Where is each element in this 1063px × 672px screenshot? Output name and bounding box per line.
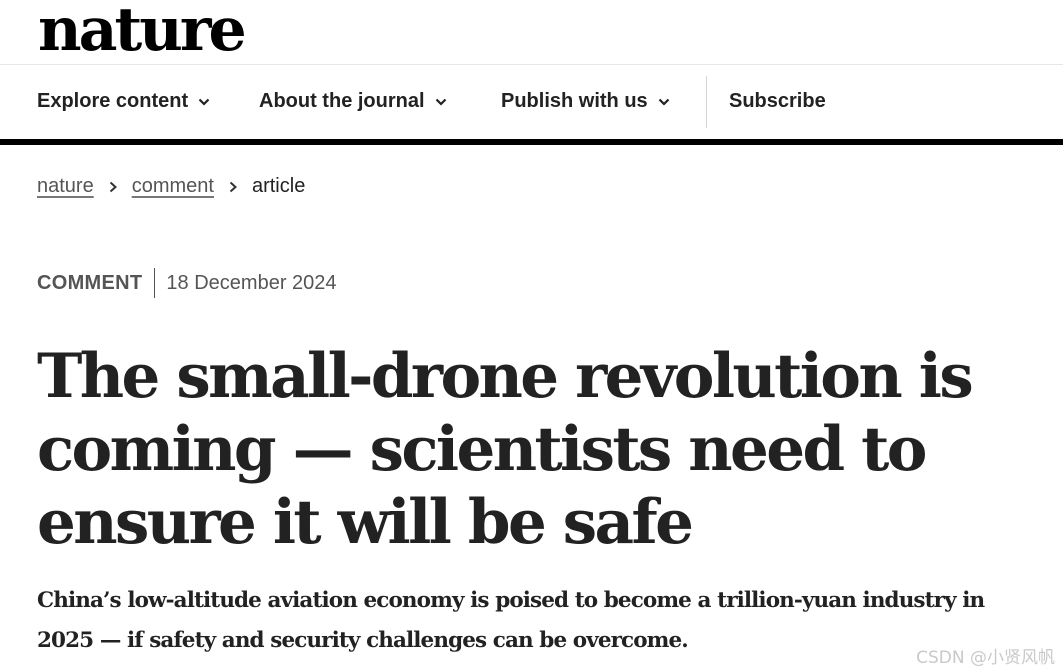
header-divider: [0, 64, 1063, 65]
article-type: COMMENT: [37, 271, 143, 294]
nav-separator: [706, 76, 707, 128]
nav-explore-content-label: Explore content: [37, 90, 189, 112]
watermark: CSDN @小贤风帆: [916, 648, 1055, 668]
nav-about-the-journal[interactable]: About the journal: [259, 90, 447, 113]
chevron-down-icon: [198, 98, 210, 106]
nav-about-the-journal-label: About the journal: [259, 90, 425, 112]
nav-publish-with-us-label: Publish with us: [501, 90, 648, 112]
chevron-down-icon: [435, 98, 446, 106]
chevron-right-icon: [229, 181, 237, 192]
breadcrumb: nature comment article: [37, 175, 305, 198]
chevron-right-icon: [109, 181, 117, 192]
breadcrumb-comment[interactable]: comment: [131, 175, 214, 197]
chevron-down-icon: [658, 98, 669, 106]
breadcrumb-nature[interactable]: nature: [37, 175, 94, 197]
main-nav: Explore content About the journal Publis…: [0, 65, 1063, 141]
nature-logo[interactable]: nature: [38, 0, 247, 65]
article-title: The small-drone revolution is coming — s…: [37, 341, 974, 558]
article-standfirst: China’s low-altitude aviation economy is…: [37, 588, 985, 653]
header-rule: [0, 139, 1063, 145]
nav-explore-content[interactable]: Explore content: [37, 90, 210, 113]
article-meta: COMMENT 18 December 2024: [37, 268, 337, 298]
article-date: 18 December 2024: [166, 271, 337, 294]
nav-publish-with-us[interactable]: Publish with us: [501, 90, 670, 113]
subscribe-link[interactable]: Subscribe: [729, 90, 826, 112]
breadcrumb-current: article: [251, 175, 306, 197]
meta-separator: [154, 268, 156, 298]
